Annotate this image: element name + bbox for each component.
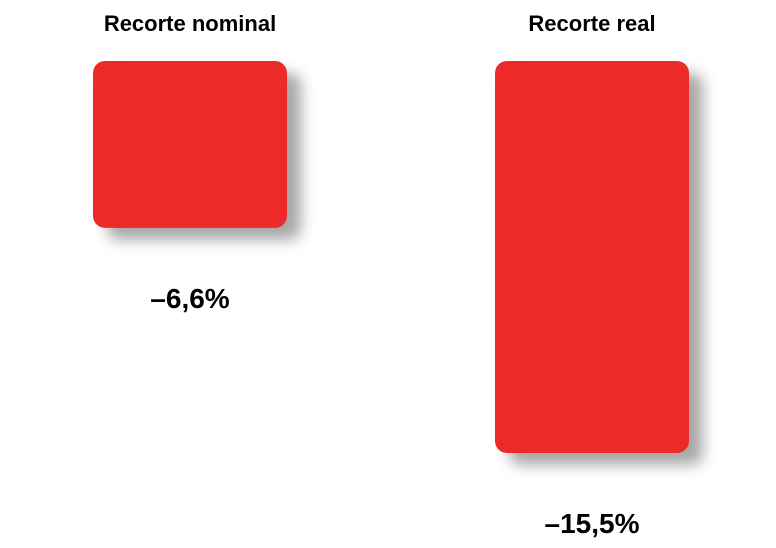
category-label: Recorte nominal (104, 11, 276, 36)
value-labels: –6,6% –15,5% (150, 283, 639, 539)
bar-recorte-nominal (93, 61, 287, 228)
category-labels: Recorte nominal Recorte real (104, 11, 656, 36)
category-label: Recorte real (528, 11, 655, 36)
bars (93, 61, 689, 453)
data-label: –6,6% (150, 283, 229, 314)
data-label: –15,5% (545, 508, 640, 539)
bar-recorte-real (495, 61, 689, 453)
